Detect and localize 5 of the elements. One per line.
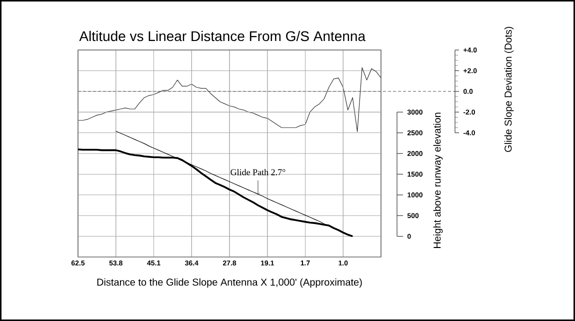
- y-axis-title: Height above runway elevation: [433, 112, 443, 248]
- y-axis-title: Glide Slope Deviation (Dots): [504, 26, 514, 152]
- annotation: Glide Path 2.7°: [230, 168, 286, 176]
- chart-title: Altitude vs Linear Distance From G/S Antenna: [79, 30, 366, 42]
- x-axis-title: Distance to the Glide Slope Antenna X 1,000' (Approximate): [97, 278, 362, 288]
